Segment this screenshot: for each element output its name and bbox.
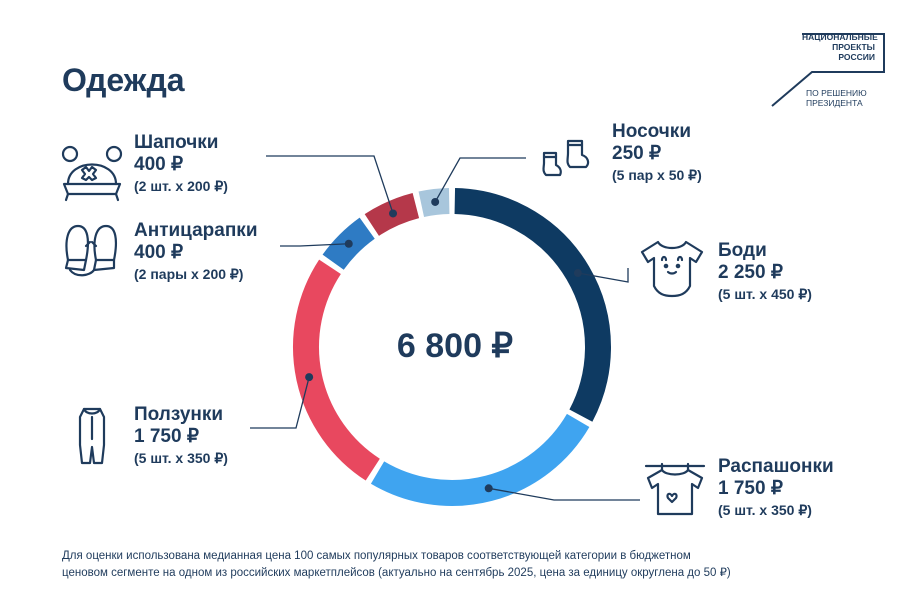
category-name: Носочки: [612, 121, 691, 142]
leader-line-1: [577, 268, 629, 283]
label-nosochki: Носочки 250 ₽ (5 пар х 50 ₽): [612, 121, 702, 185]
price-value: 400 ₽: [134, 242, 184, 263]
logo-subtext: ПО РЕШЕНИЮ ПРЕЗИДЕНТА: [806, 88, 867, 108]
total-value: 6 800 ₽: [396, 327, 514, 365]
leader-line-3: [250, 376, 310, 429]
category-name: Боди: [718, 240, 767, 261]
category-name: Шапочки: [134, 132, 219, 153]
logo-text: НАЦИОНАЛЬНЫЕ ПРОЕКТЫ РОССИИ: [802, 32, 878, 62]
price-note: (5 шт. х 350 ₽): [134, 450, 228, 466]
leader-line-5: [266, 155, 394, 214]
romper-icon: [78, 407, 106, 465]
price-value: 250 ₽: [612, 143, 662, 164]
price-note: (2 пары х 200 ₽): [134, 266, 244, 282]
mittens-icon: [64, 224, 117, 277]
page-title: Одежда: [62, 62, 185, 98]
bodysuit-icon: [640, 240, 704, 298]
leader-dot-1: [573, 269, 582, 278]
label-bodi: Боди 2 250 ₽ (5 шт. х 450 ₽): [718, 240, 812, 304]
category-name: Ползунки: [134, 404, 224, 425]
donut-segment-3: [293, 259, 381, 481]
footnote: Для оценки использована медианная цена 1…: [62, 550, 731, 579]
socks-icon: [542, 139, 590, 177]
price-note: (5 шт. х 450 ₽): [718, 286, 812, 302]
leader-dot-6: [431, 197, 440, 206]
label-anticarapki: Антицарапки 400 ₽ (2 пары х 200 ₽): [134, 220, 258, 284]
leader-line-2: [488, 487, 640, 501]
leader-dot-3: [305, 373, 314, 382]
label-polzunki: Ползунки 1 750 ₽ (5 шт. х 350 ₽): [134, 404, 228, 468]
category-name: Распашонки: [718, 456, 834, 477]
price-value: 1 750 ₽: [134, 426, 199, 447]
leader-dot-5: [389, 209, 398, 218]
leader-line-4: [280, 243, 349, 247]
price-value: 1 750 ₽: [718, 478, 783, 499]
leader-dot-4: [344, 239, 353, 248]
shirt-icon: [644, 462, 706, 516]
baby-hat-icon: [61, 145, 123, 202]
price-note: (5 пар х 50 ₽): [612, 167, 702, 183]
label-raspashonki: Распашонки 1 750 ₽ (5 шт. х 350 ₽): [718, 456, 834, 520]
national-projects-logo: [771, 33, 885, 107]
price-value: 400 ₽: [134, 154, 184, 175]
label-shapochki: Шапочки 400 ₽ (2 шт. х 200 ₽): [134, 132, 228, 196]
leader-dot-2: [484, 484, 493, 493]
donut-segment-1: [454, 188, 611, 422]
price-note: (5 шт. х 350 ₽): [718, 502, 812, 518]
category-name: Антицарапки: [134, 220, 258, 241]
price-value: 2 250 ₽: [718, 262, 783, 283]
donut-segment-2: [370, 413, 590, 506]
leader-line-6: [434, 157, 526, 203]
price-note: (2 шт. х 200 ₽): [134, 178, 228, 194]
